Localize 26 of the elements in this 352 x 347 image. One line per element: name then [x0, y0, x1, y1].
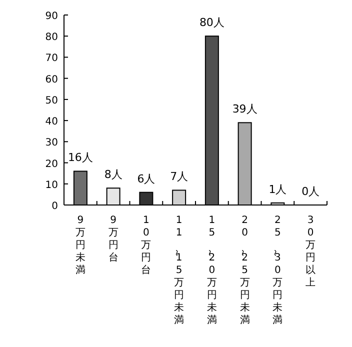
y-tick-label: 90 — [45, 11, 58, 22]
data-label: 0人 — [302, 185, 320, 198]
data-label: 7人 — [170, 170, 188, 184]
category-label: 20～25万円未満 — [236, 215, 250, 326]
data-label: 16人 — [68, 151, 93, 164]
y-tick-label: 0 — [52, 201, 58, 212]
data-label: 8人 — [104, 168, 122, 182]
data-label: 1人 — [268, 182, 287, 196]
y-tick-label: 70 — [45, 53, 58, 64]
y-tick-label: 40 — [45, 116, 58, 128]
data-label: 80人 — [199, 16, 224, 30]
y-tick-label: 20 — [45, 158, 58, 170]
y-tick-label: 80 — [45, 32, 58, 44]
data-label: 39人 — [232, 102, 258, 116]
x-tick-label: 9万円台 — [108, 215, 118, 264]
y-tick-label: 30 — [45, 138, 58, 149]
y-tick-label: 60 — [45, 74, 58, 86]
data-label: 6人 — [137, 172, 156, 186]
category-label: 15～20万円未満 — [204, 215, 217, 326]
category-label: 11～15万円未満 — [171, 215, 184, 326]
y-tick-label: 10 — [45, 180, 58, 191]
x-tick-label: 10万円台 — [141, 215, 152, 276]
x-tick-label: 30万円以上 — [306, 215, 316, 288]
category-label: 25～30万円未満 — [270, 215, 283, 326]
y-tick-label: 50 — [45, 95, 58, 106]
x-tick-label: 9万円未満 — [75, 215, 86, 276]
